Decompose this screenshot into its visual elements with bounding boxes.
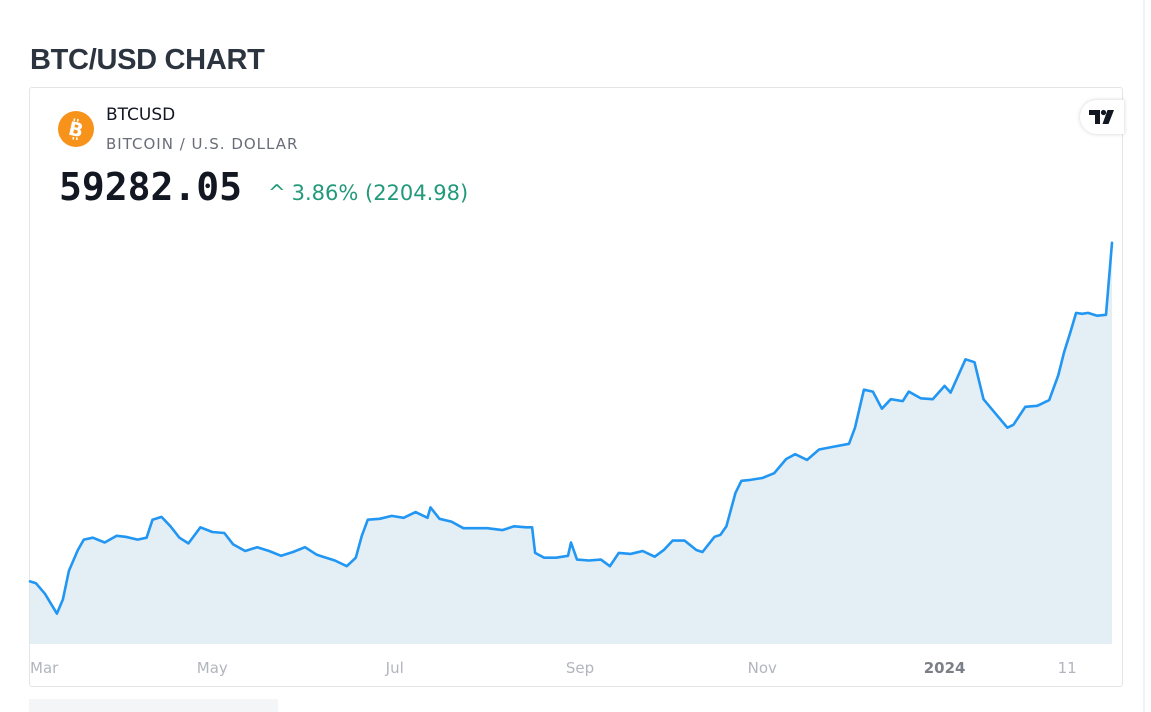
price-change-value: 3.86% (2204.98) [291,181,469,205]
x-tick-label: Jul [385,659,404,677]
bitcoin-icon: B [58,111,94,147]
x-tick-label: 11 [1058,659,1077,677]
tradingview-logo-button[interactable] [1080,100,1124,134]
x-tick-label: Sep [566,659,594,677]
symbol-label[interactable]: BTCUSD [106,105,176,125]
x-axis: Mar May Jul Sep Nov 2024 11 [30,659,1077,677]
plot-area [28,241,1114,645]
svg-text:B: B [66,118,85,143]
price-area-fill [30,242,1112,645]
price-change: ^ 3.86% (2204.98) [268,181,468,205]
last-price: 59282.05 [59,165,243,209]
tradingview-icon [1089,109,1114,124]
symbol-description: BITCOIN / U.S. DOLLAR [106,135,299,153]
below-widget-block [29,699,278,712]
x-tick-label: Mar [30,659,59,677]
x-tick-label: Nov [748,659,777,677]
up-arrow-icon: ^ [268,181,286,205]
page-edge [1143,0,1145,712]
x-tick-label: May [197,659,228,677]
page-title: BTC/USD CHART [30,44,265,76]
x-tick-label: 2024 [924,659,966,677]
price-line [28,241,1114,615]
